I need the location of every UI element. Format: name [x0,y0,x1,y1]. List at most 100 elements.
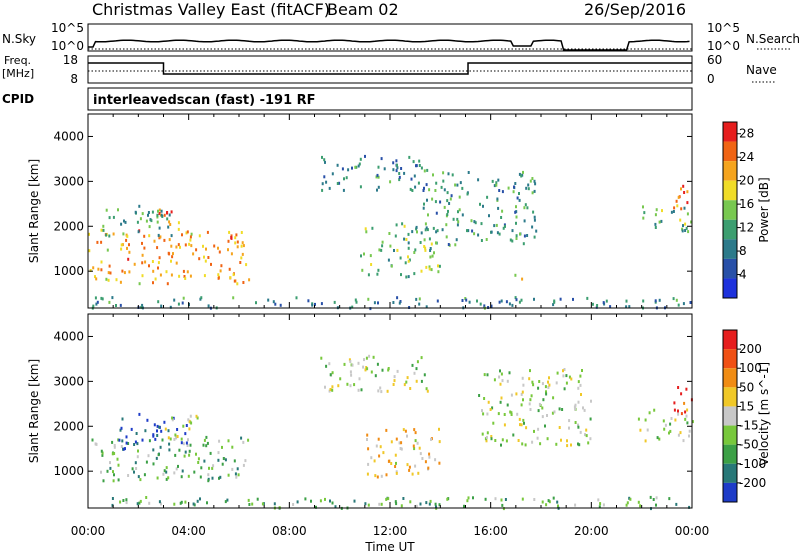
scatter-cell [144,260,147,264]
scatter-cell [541,415,544,419]
scatter-cell [213,244,216,248]
scatter-cell [432,226,435,230]
scatter-cell [160,429,163,433]
scatter-cell [515,215,518,219]
scatter-cell [512,190,515,194]
scatter-cell [217,451,220,455]
scatter-cell [89,269,92,272]
scatter-cell [115,278,118,282]
scatter-cell [505,439,508,443]
scatter-cell [379,445,382,449]
velocity-colorbar-label: Velocity [m s^-1] [757,362,771,466]
scatter-cell [514,210,517,214]
scatter-cell [221,462,224,466]
scatter-cell [395,437,398,441]
scatter-cell [209,451,212,455]
scatter-cell [686,212,689,216]
scatter-cell [394,453,397,457]
scatter-cell [175,245,178,249]
scatter-cell [419,452,422,456]
scatter-cell [677,412,680,416]
scatter-cell [226,498,229,502]
scatter-cell [184,277,187,280]
scatter-cell [602,301,605,305]
scatter-cell [240,244,243,248]
scatter-cell [523,219,526,223]
scatter-cell [91,438,94,442]
scatter-cell [519,232,521,236]
scatter-cell [339,377,342,381]
scatter-cell [113,452,116,455]
scatter-cell [403,171,406,175]
scatter-cell [392,301,395,304]
colorbar-tick-label: 24 [739,150,754,164]
scatter-cell [438,264,441,268]
scatter-cell [495,183,498,187]
scatter-cell [396,296,399,300]
scatter-cell [536,436,539,440]
scatter-cell [429,249,432,252]
scatter-cell [425,183,428,187]
nsky-panel [87,23,693,52]
scatter-cell [490,437,493,441]
scatter-cell [538,402,541,406]
scatter-cell [159,273,162,277]
scatter-cell [151,210,154,214]
colorbar-segment [723,141,737,162]
nsky-line [88,39,690,51]
scatter-cell [684,417,687,421]
scatter-cell [411,189,414,192]
scatter-cell [581,369,583,372]
scatter-cell [272,300,275,304]
scatter-cell [429,247,432,250]
scatter-cell [577,386,580,390]
scatter-cell [363,252,365,256]
scatter-cell [447,209,449,213]
scatter-cell [528,377,531,381]
scatter-cell [500,216,503,219]
scatter-cell [324,160,326,164]
scatter-cell [328,186,331,190]
scatter-cell [242,281,245,284]
scatter-cell [520,298,523,302]
scatter-cell [296,500,299,504]
scatter-cell [133,262,136,266]
scatter-cell [105,208,108,212]
scatter-cell [170,273,173,277]
scatter-cell [546,414,548,417]
scatter-cell [570,377,573,381]
scatter-cell [424,460,427,464]
scatter-cell [100,228,103,232]
scatter-cell [451,173,454,177]
scatter-cell [498,375,501,379]
scatter-cell [523,234,526,238]
scatter-cell [360,254,362,258]
scatter-cell [358,377,361,381]
scatter-cell [675,199,678,203]
scatter-cell [518,172,521,176]
scatter-cell [123,271,126,275]
scatter-cell [516,412,519,416]
scatter-cell [347,168,350,172]
scatter-cell [366,433,369,437]
scatter-cell [686,421,689,425]
scatter-cell [156,246,159,250]
scatter-cell [523,421,525,425]
scatter-cell [537,427,540,431]
scatter-cell [562,369,564,373]
scatter-cell [501,379,504,383]
scatter-cell [552,496,555,500]
scatter-cell [486,412,489,416]
scatter-cell [101,297,104,301]
scatter-cell [515,205,517,209]
scatter-cell [403,237,406,241]
scatter-cell [650,507,652,511]
scatter-cell [343,177,345,181]
scatter-cell [463,504,465,508]
scatter-cell [403,224,406,228]
scatter-cell [186,270,189,274]
scatter-cell [112,470,114,474]
scatter-cell [228,267,231,271]
scatter-cell [680,412,683,416]
